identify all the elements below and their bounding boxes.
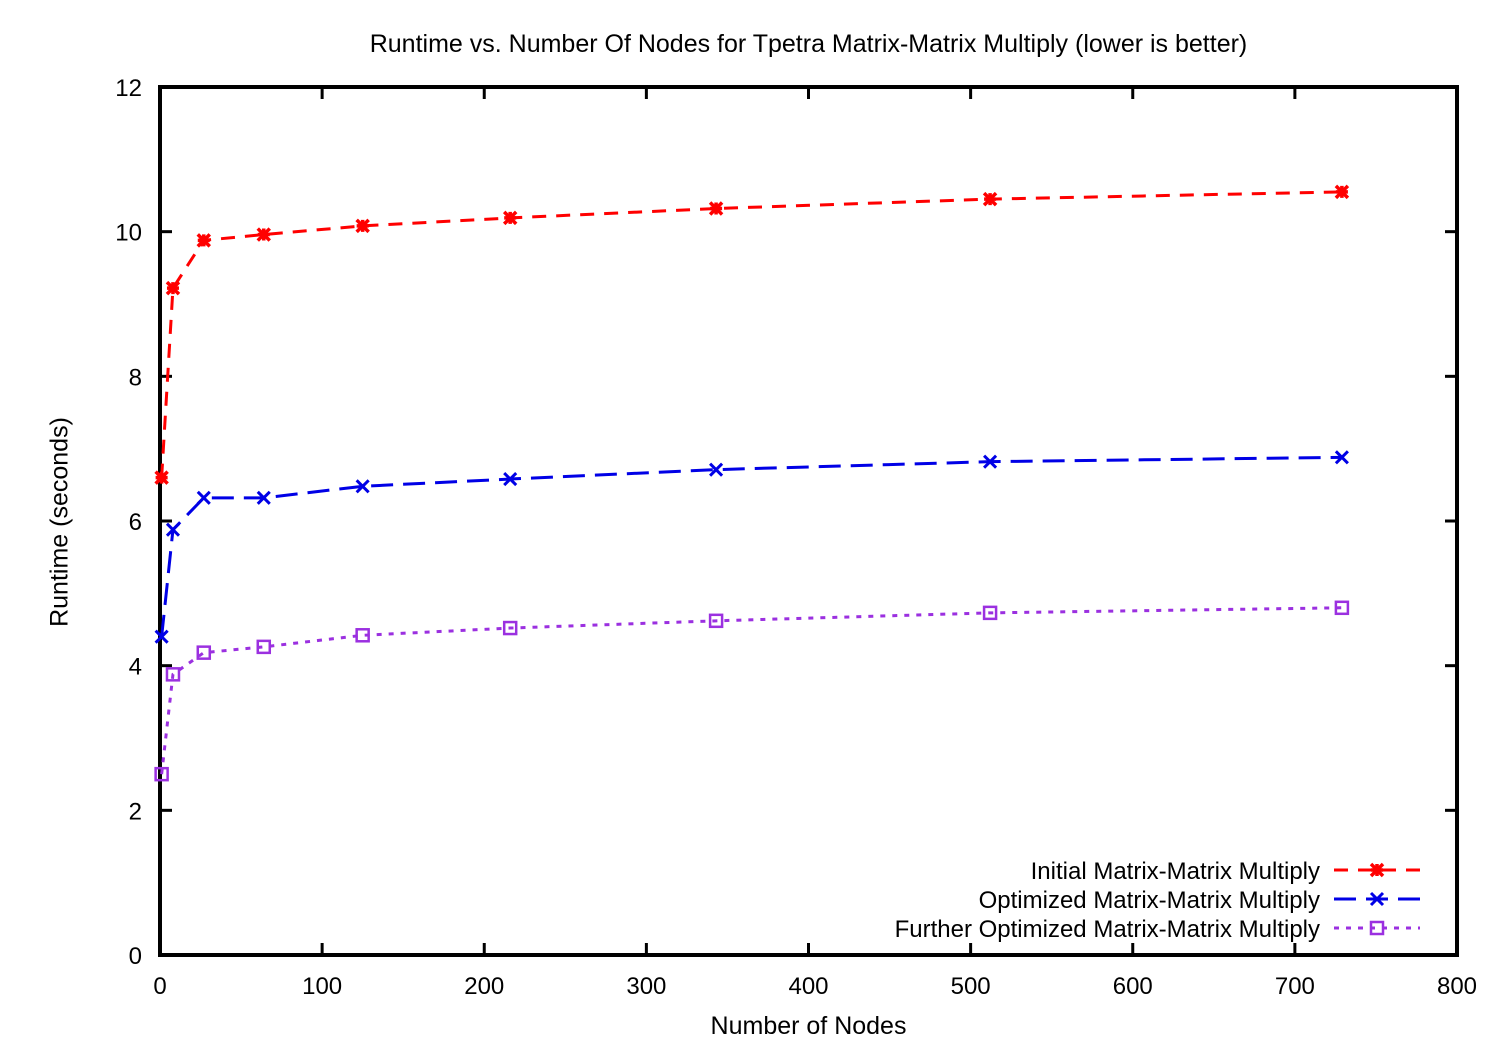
data-point-initial-matrix-matrix-multiply (502, 210, 518, 226)
x-tick-label: 0 (153, 973, 166, 1000)
plot-frame (158, 85, 1459, 957)
data-point-further-optimized-matrix-matrix-multiply (1334, 600, 1350, 616)
legend-label: Further Optimized Matrix-Matrix Multiply (895, 916, 1320, 943)
data-point-further-optimized-matrix-matrix-multiply (154, 766, 169, 782)
data-point-further-optimized-matrix-matrix-multiply (502, 620, 518, 636)
data-point-initial-matrix-matrix-multiply (154, 470, 169, 485)
legend-marker (1369, 891, 1385, 907)
x-tick-label: 800 (1437, 973, 1477, 1000)
data-point-further-optimized-matrix-matrix-multiply (196, 645, 212, 660)
data-point-initial-matrix-matrix-multiply (708, 201, 724, 216)
data-point-optimized-matrix-matrix-multiply (196, 490, 211, 505)
x-tick-label: 300 (626, 973, 666, 1000)
legend-label: Initial Matrix-Matrix Multiply (1031, 858, 1320, 885)
data-point-further-optimized-matrix-matrix-multiply (355, 628, 370, 643)
series-line-initial-matrix-matrix-multiply (160, 190, 1342, 478)
x-tick-label: 600 (1113, 973, 1153, 1000)
data-point-further-optimized-matrix-matrix-multiply (256, 639, 272, 655)
x-tick-label: 500 (951, 973, 991, 1000)
data-point-optimized-matrix-matrix-multiply (1334, 450, 1349, 465)
chart-title: Runtime vs. Number Of Nodes for Tpetra M… (369, 30, 1248, 58)
legend-marker (1369, 920, 1385, 936)
y-tick-label: 2 (129, 798, 142, 825)
y-tick-label: 6 (129, 509, 142, 536)
x-tick-label: 400 (788, 973, 828, 1000)
data-point-further-optimized-matrix-matrix-multiply (982, 605, 998, 621)
x-tick-label: 100 (302, 973, 342, 1000)
x-axis-label: Number of Nodes (710, 1012, 907, 1040)
data-point-optimized-matrix-matrix-multiply (256, 490, 271, 505)
data-point-initial-matrix-matrix-multiply (165, 280, 181, 296)
data-point-optimized-matrix-matrix-multiply (165, 522, 181, 537)
legend-marker (1369, 862, 1385, 878)
data-point-further-optimized-matrix-matrix-multiply (708, 613, 724, 629)
y-tick-label: 4 (129, 654, 142, 681)
data-point-initial-matrix-matrix-multiply (1334, 184, 1350, 200)
data-point-initial-matrix-matrix-multiply (982, 191, 998, 207)
data-point-optimized-matrix-matrix-multiply (355, 479, 370, 494)
legend-label: Optimized Matrix-Matrix Multiply (979, 887, 1320, 914)
data-point-initial-matrix-matrix-multiply (355, 218, 370, 234)
x-tick-label: 200 (464, 973, 504, 1000)
data-point-optimized-matrix-matrix-multiply (983, 454, 998, 469)
data-point-optimized-matrix-matrix-multiply (503, 471, 518, 487)
series-line-further-optimized-matrix-matrix-multiply (160, 606, 1342, 775)
y-tick-label: 0 (129, 943, 142, 970)
x-tick-label: 700 (1275, 973, 1315, 1000)
data-point-optimized-matrix-matrix-multiply (154, 629, 169, 644)
y-tick-label: 8 (129, 364, 142, 391)
data-point-further-optimized-matrix-matrix-multiply (165, 667, 181, 682)
data-point-initial-matrix-matrix-multiply (256, 227, 271, 242)
y-tick-label: 12 (115, 75, 142, 102)
y-tick-label: 10 (115, 220, 142, 247)
data-point-initial-matrix-matrix-multiply (196, 233, 212, 248)
series-line-optimized-matrix-matrix-multiply (160, 455, 1342, 637)
data-point-optimized-matrix-matrix-multiply (709, 462, 724, 477)
